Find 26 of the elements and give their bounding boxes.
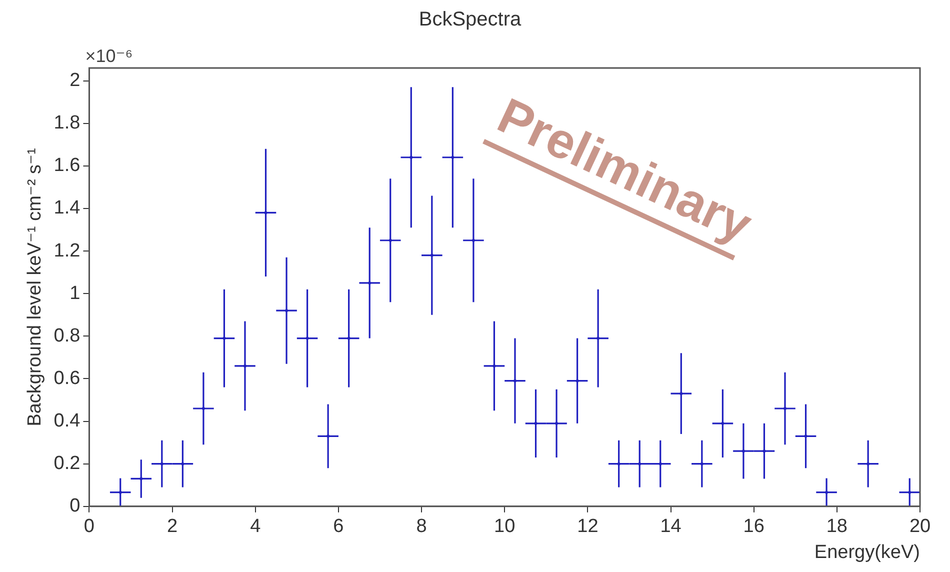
y-axis-title: Background level keV⁻¹ cm⁻² s⁻¹ [24, 148, 46, 426]
x-tick-label: 8 [416, 516, 427, 538]
x-tick-label: 18 [826, 516, 848, 538]
y-tick-label: 1.8 [54, 112, 80, 134]
x-tick-label: 12 [577, 516, 598, 538]
y-tick-label: 0.2 [54, 453, 80, 474]
x-tick-label: 6 [333, 516, 344, 538]
x-tick-label: 2 [167, 516, 178, 538]
x-tick-label: 14 [660, 516, 682, 538]
y-tick-label: 1.2 [54, 240, 80, 262]
chart-title: BckSpectra [418, 8, 522, 31]
y-tick-label: 0.6 [54, 368, 80, 389]
y-tick-label: 1.4 [54, 198, 81, 219]
x-tick-label: 0 [84, 516, 94, 538]
y-tick-label: 1.6 [54, 155, 80, 176]
x-tick-label: 16 [743, 516, 764, 538]
y-tick-label: 0.8 [54, 325, 80, 346]
x-tick-label: 20 [909, 516, 931, 538]
y-tick-label: 2 [70, 70, 80, 92]
x-tick-label: 10 [494, 516, 516, 538]
y-tick-label: 0.4 [54, 410, 81, 432]
x-tick-label: 4 [250, 516, 262, 538]
y-tick-label: 0 [70, 496, 80, 517]
x-axis-title: Energy(keV) [814, 542, 920, 563]
y-tick-label: 1 [70, 282, 80, 304]
text: ×10⁻⁶ [85, 46, 133, 66]
